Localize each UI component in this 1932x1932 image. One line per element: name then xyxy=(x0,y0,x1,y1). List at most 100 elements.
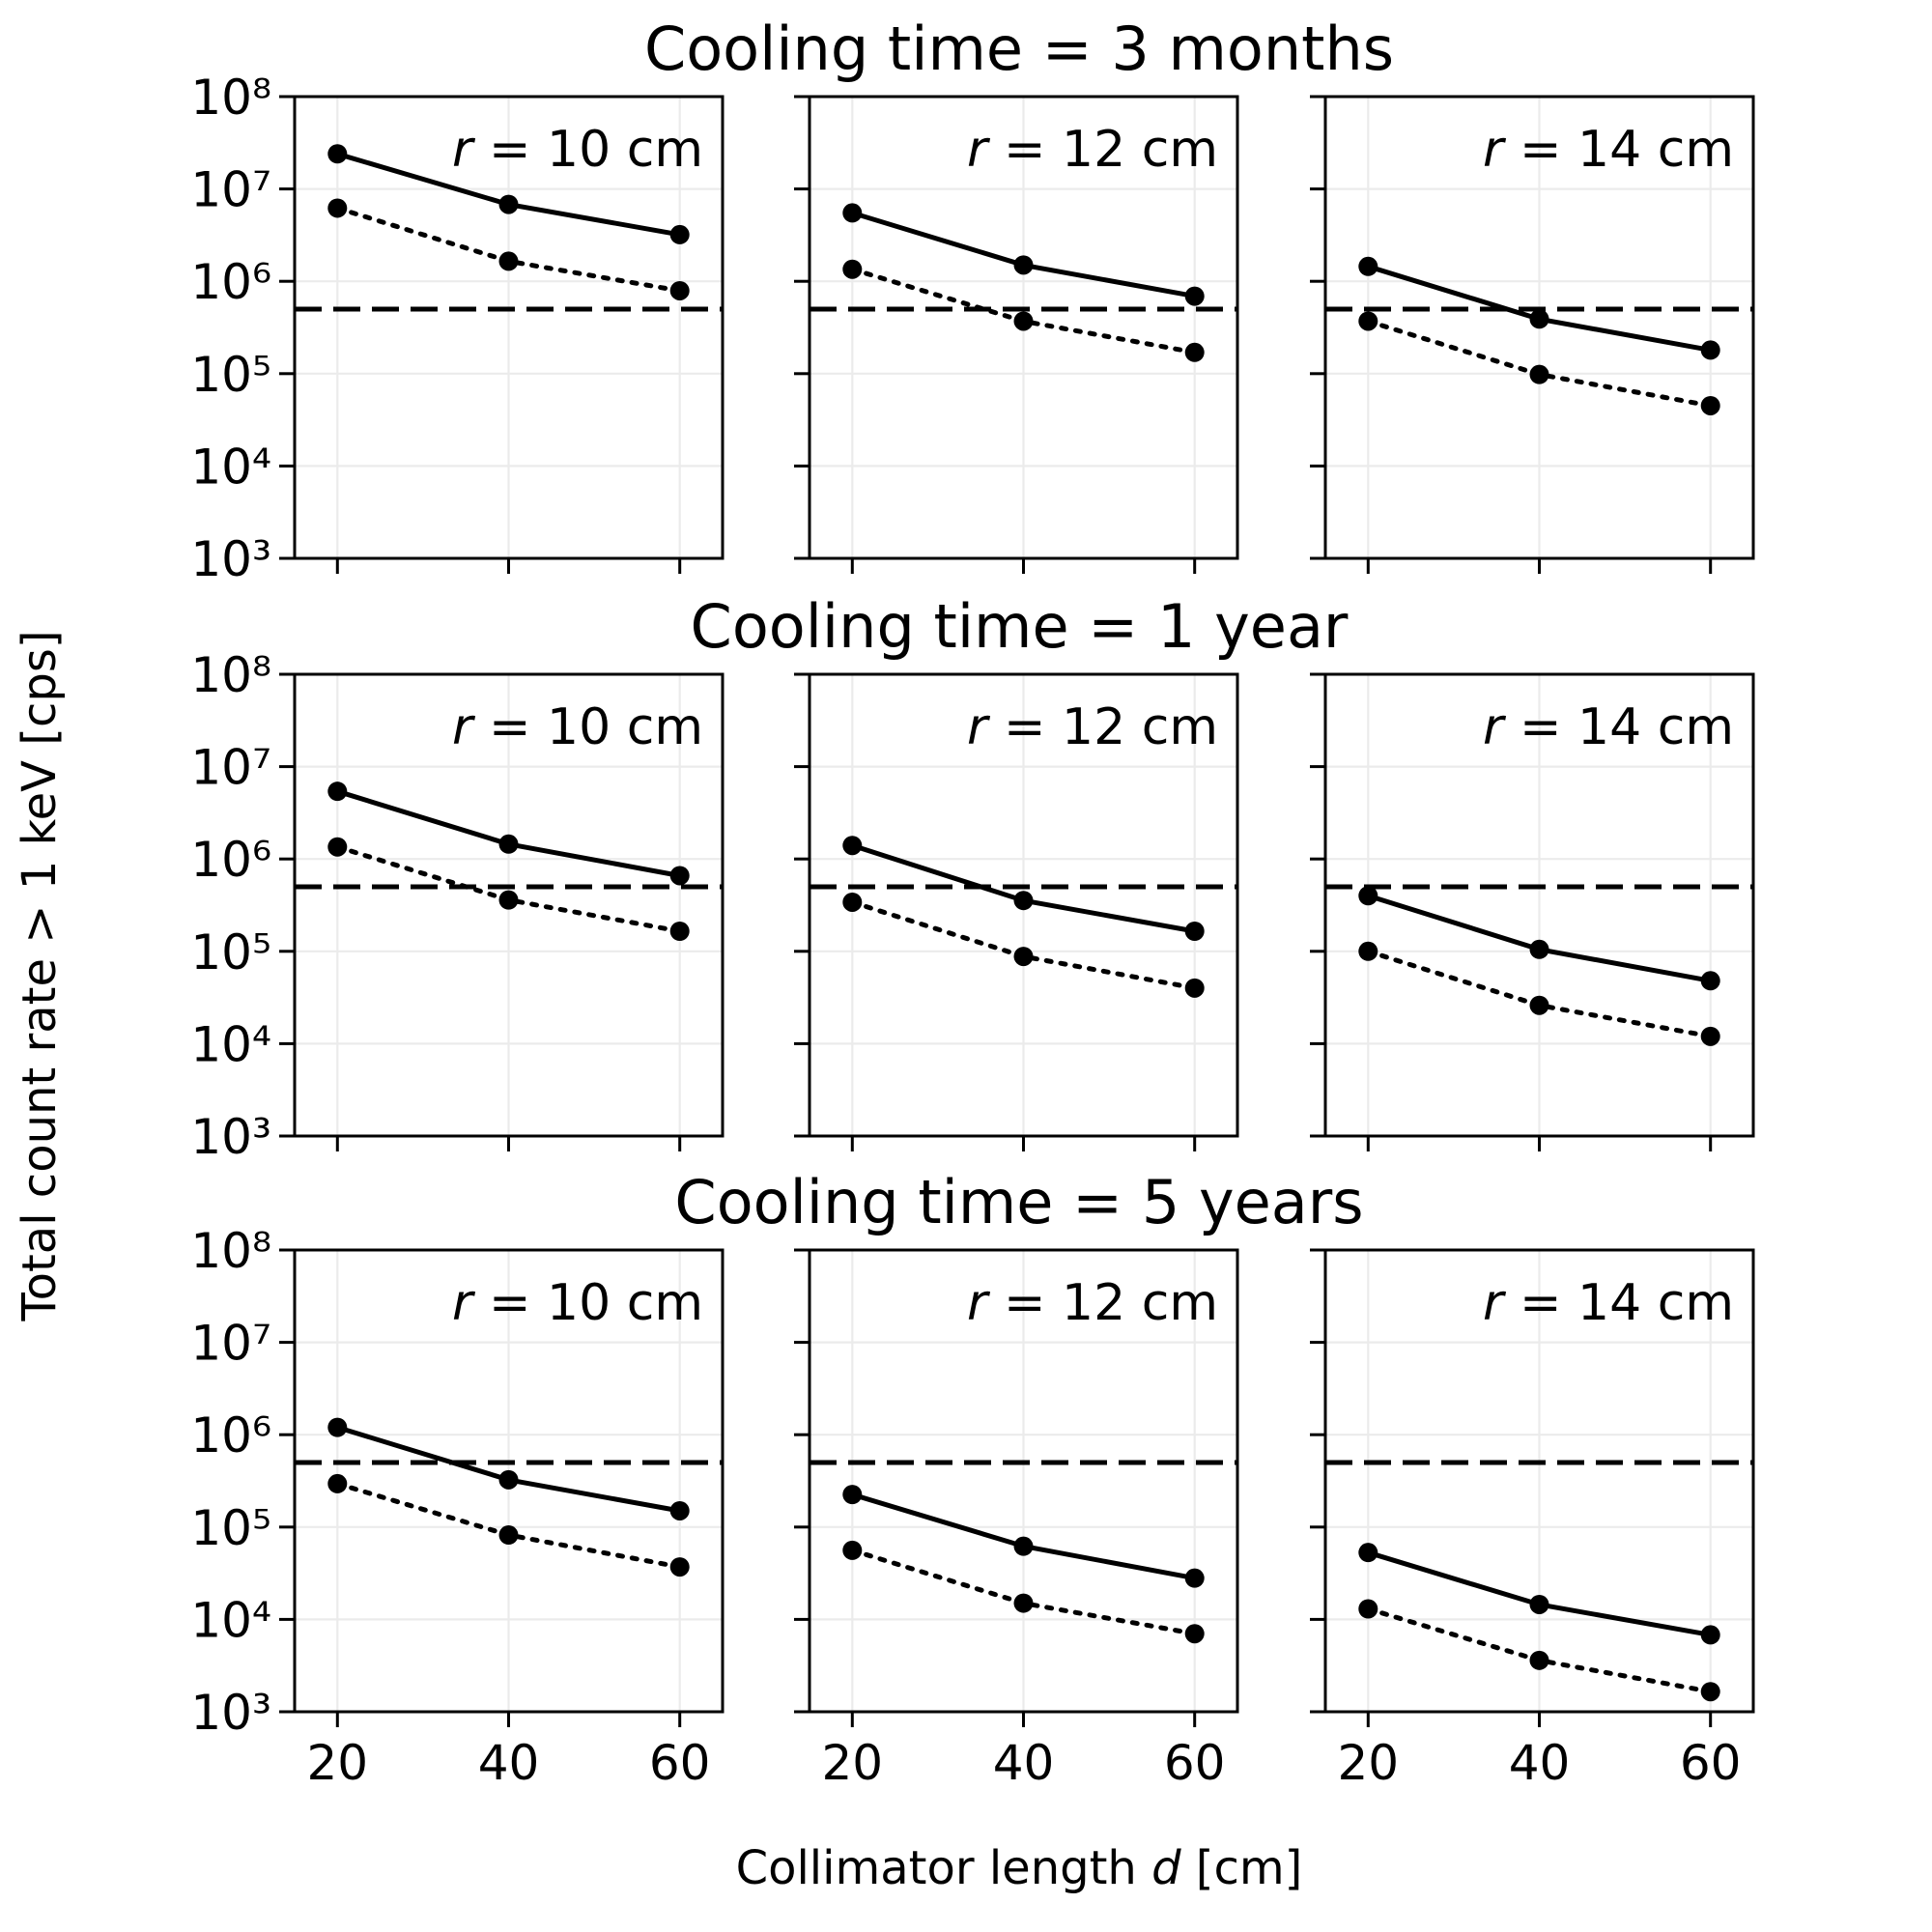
x-tick-label: 20 xyxy=(306,1735,368,1791)
data-point xyxy=(669,224,690,244)
data-point xyxy=(498,1525,519,1546)
y-tick-label: 10⁷ xyxy=(190,162,271,218)
data-point xyxy=(669,866,690,886)
data-point xyxy=(1529,939,1549,959)
data-point xyxy=(1013,1593,1034,1613)
data-point xyxy=(1529,1594,1549,1614)
x-tick-label: 40 xyxy=(1509,1735,1571,1791)
data-point xyxy=(327,781,348,802)
data-point xyxy=(498,194,519,214)
data-point xyxy=(1184,922,1205,942)
data-point xyxy=(669,1557,690,1577)
data-point xyxy=(1184,978,1205,998)
data-point xyxy=(842,836,863,856)
panel: 10³ 10⁴ 10⁵ 10⁶ 10⁷ 10⁸ 20 40 60 r = 10 cm xyxy=(190,1223,724,1791)
y-tick-label: 10³ xyxy=(190,531,271,587)
data-point xyxy=(1700,340,1720,360)
y-tick-label: 10⁸ xyxy=(190,70,271,126)
panel-label: r = 10 cm xyxy=(452,121,703,179)
data-point xyxy=(1184,1568,1205,1588)
y-tick-label: 10⁵ xyxy=(190,347,271,403)
data-point xyxy=(1013,1536,1034,1556)
panel-label: r = 14 cm xyxy=(1483,698,1734,756)
data-point xyxy=(842,892,863,912)
y-tick-label: 10⁴ xyxy=(190,439,271,495)
x-tick-label: 60 xyxy=(649,1735,711,1791)
data-point xyxy=(1358,311,1378,331)
data-point xyxy=(1700,971,1720,991)
panel: 10³ 10⁴ 10⁵ 10⁶ 10⁷ 10⁸ r = 10 cm xyxy=(190,647,724,1165)
data-point xyxy=(669,280,690,300)
data-point xyxy=(1700,1682,1720,1702)
data-point xyxy=(669,922,690,942)
data-point xyxy=(1700,1026,1720,1046)
y-tick-label: 10⁵ xyxy=(190,924,271,980)
data-point xyxy=(498,1469,519,1490)
data-point xyxy=(1700,395,1720,415)
data-point xyxy=(1529,1650,1549,1670)
panel: 20 40 60 r = 12 cm xyxy=(794,1248,1239,1791)
x-tick-label: 20 xyxy=(821,1735,883,1791)
data-point xyxy=(842,259,863,279)
data-point xyxy=(1358,256,1378,276)
x-tick-label: 60 xyxy=(1164,1735,1226,1791)
data-point xyxy=(842,1485,863,1505)
data-point xyxy=(1529,309,1549,329)
data-point xyxy=(498,834,519,854)
data-point xyxy=(1184,342,1205,362)
data-point xyxy=(842,1540,863,1560)
y-tick-label: 10⁴ xyxy=(190,1016,271,1072)
panel-label: r = 12 cm xyxy=(967,698,1218,756)
y-axis-title: Total count rate > 1 keV [cps] xyxy=(13,630,67,1321)
x-tick-label: 40 xyxy=(993,1735,1055,1791)
y-tick-label: 10⁸ xyxy=(190,1223,271,1279)
y-tick-label: 10⁶ xyxy=(190,254,271,310)
y-tick-label: 10⁷ xyxy=(190,740,271,796)
data-point xyxy=(327,144,348,164)
data-point xyxy=(327,1473,348,1493)
y-tick-label: 10⁵ xyxy=(190,1500,271,1556)
data-point xyxy=(1013,947,1034,967)
y-tick-label: 10³ xyxy=(190,1109,271,1165)
data-point xyxy=(1529,995,1549,1015)
panel-label: r = 10 cm xyxy=(452,698,703,756)
data-point xyxy=(1358,886,1378,906)
data-point xyxy=(327,837,348,857)
y-tick-label: 10⁸ xyxy=(190,647,271,703)
panel-label: r = 14 cm xyxy=(1483,1274,1734,1332)
data-point xyxy=(498,251,519,271)
x-tick-label: 60 xyxy=(1680,1735,1742,1791)
panel-label: r = 12 cm xyxy=(967,121,1218,179)
row-title: Cooling time = 3 months xyxy=(644,14,1394,84)
data-point xyxy=(842,203,863,223)
panel-label: r = 10 cm xyxy=(452,1274,703,1332)
y-tick-label: 10⁴ xyxy=(190,1592,271,1648)
panel: 20 40 60 r = 14 cm xyxy=(1310,1248,1755,1791)
panel-label: r = 12 cm xyxy=(967,1274,1218,1332)
y-tick-label: 10³ xyxy=(190,1685,271,1741)
data-point xyxy=(327,1417,348,1437)
panel: r = 12 cm xyxy=(794,672,1239,1151)
row-title: Cooling time = 1 year xyxy=(691,591,1349,662)
data-point xyxy=(498,890,519,910)
data-point xyxy=(1013,311,1034,331)
panels-group: Cooling time = 3 months10³10⁴10⁵10⁶10⁷10… xyxy=(190,14,1755,1791)
x-axis-title: Collimator length d [cm] xyxy=(736,1841,1303,1895)
data-point xyxy=(1184,1624,1205,1644)
x-tick-label: 20 xyxy=(1337,1735,1399,1791)
y-tick-label: 10⁶ xyxy=(190,1407,271,1463)
y-tick-label: 10⁶ xyxy=(190,832,271,888)
data-point xyxy=(1184,286,1205,306)
panel: r = 12 cm xyxy=(794,95,1239,574)
row-title: Cooling time = 5 years xyxy=(674,1167,1363,1237)
data-point xyxy=(1358,1543,1378,1563)
data-point xyxy=(669,1500,690,1520)
data-point xyxy=(1013,255,1034,275)
panel: 10³ 10⁴ 10⁵ 10⁶ 10⁷ 10⁸ r = 10 cm xyxy=(190,70,724,587)
y-tick-label: 10⁷ xyxy=(190,1316,271,1372)
data-point xyxy=(1013,891,1034,911)
panel-label: r = 14 cm xyxy=(1483,121,1734,179)
data-point xyxy=(1529,364,1549,384)
data-point xyxy=(1358,1599,1378,1619)
